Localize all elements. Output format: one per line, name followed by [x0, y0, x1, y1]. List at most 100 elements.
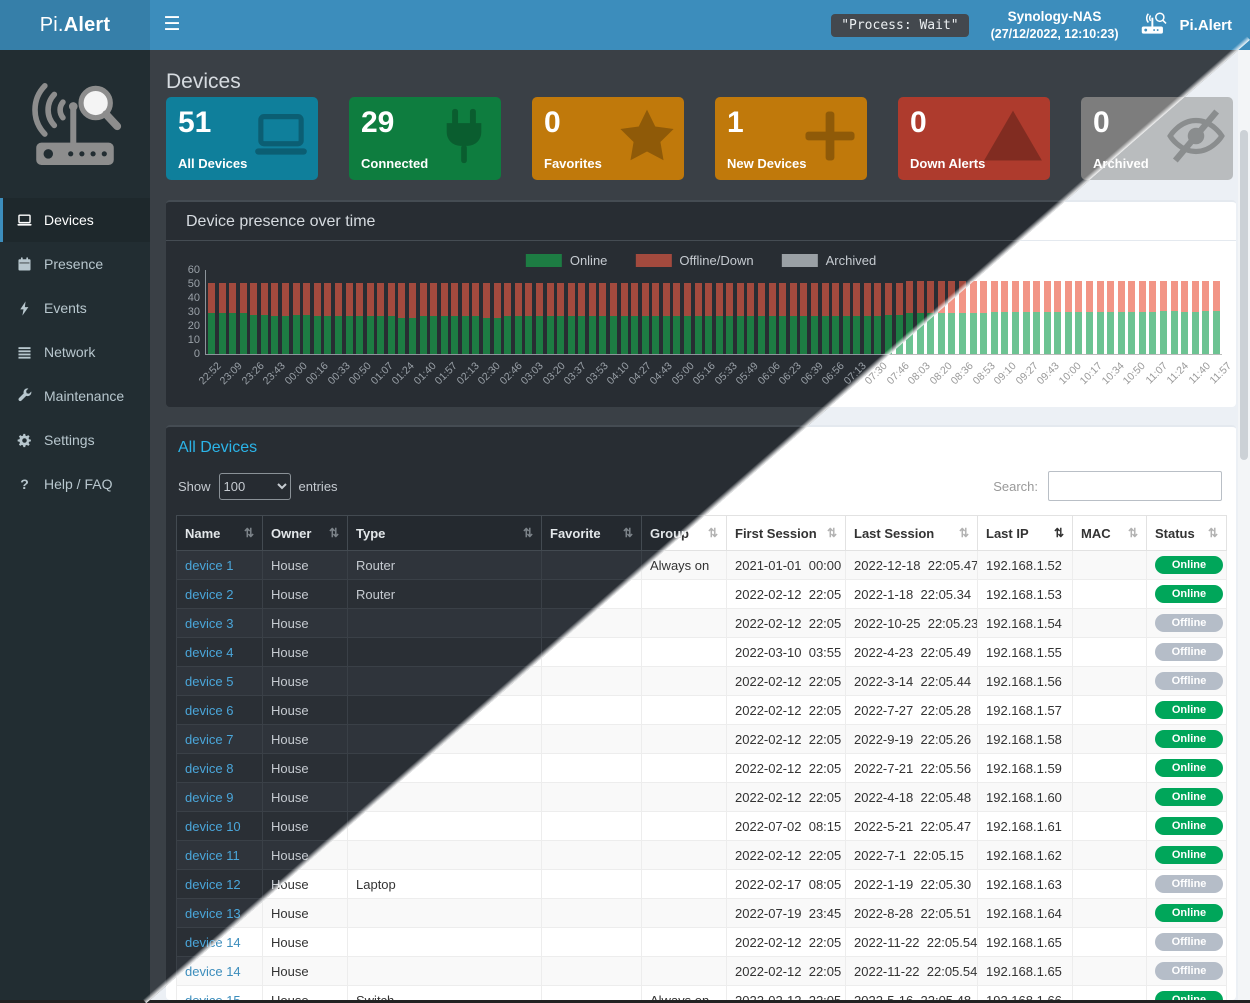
device-link[interactable]: device 9 [185, 789, 234, 805]
cell-last_session: 2022-3-14 22:05.44 [845, 666, 978, 696]
bar-offline-segment [345, 282, 353, 317]
column-label: First Session [735, 525, 817, 541]
column-header-last_ip[interactable]: Last IP ⇅ [977, 515, 1073, 551]
column-header-last_session[interactable]: Last Session ⇅ [845, 515, 978, 551]
device-link[interactable]: device 8 [185, 760, 234, 776]
bar-offline-segment [832, 282, 840, 317]
stacked-bar [768, 282, 776, 354]
column-label: Last Session [854, 525, 935, 541]
sidebar-item-settings[interactable]: Settings [0, 418, 150, 462]
bar-offline-segment [1011, 281, 1019, 312]
column-header-first_session[interactable]: First Session ⇅ [726, 515, 846, 551]
sidebar-item-events[interactable]: Events [0, 286, 150, 330]
cell-owner: House [262, 637, 348, 667]
device-link[interactable]: device 3 [185, 615, 234, 631]
device-link[interactable]: device 1 [185, 557, 234, 573]
bar-online-segment [1033, 312, 1041, 354]
column-header-status[interactable]: Status ⇅ [1146, 515, 1227, 551]
sort-icon: ⇅ [958, 526, 969, 540]
cell-favorite [541, 753, 642, 783]
bar-offline-segment [1085, 281, 1093, 312]
device-link[interactable]: device 7 [185, 731, 234, 747]
stacked-bar [853, 282, 861, 354]
cell-favorite [541, 782, 642, 812]
x-axis-label: 05:16 [690, 360, 718, 388]
calendar-icon [16, 256, 33, 273]
sidebar-item-network[interactable]: Network [0, 330, 150, 374]
card-label: Favorites [544, 156, 602, 171]
column-header-owner[interactable]: Owner ⇅ [262, 515, 348, 551]
bar-online-segment [1181, 312, 1189, 354]
bar-online-segment [250, 314, 258, 354]
search-input[interactable] [1048, 471, 1222, 501]
cell-favorite [541, 695, 642, 725]
bar-offline-segment [430, 282, 438, 317]
column-label: Type [356, 525, 386, 541]
bar-online-segment [810, 316, 818, 354]
bar-online-segment [673, 316, 681, 354]
bar-offline-segment [1128, 281, 1136, 312]
device-link[interactable]: device 14 [185, 963, 241, 979]
bar-online-segment [229, 313, 237, 354]
cell-owner: House [262, 666, 348, 696]
gear-icon [16, 432, 33, 449]
cell-last_session: 2022-5-21 22:05.47 [845, 811, 978, 841]
cell-mac [1072, 927, 1147, 957]
cell-first_session: 2022-07-02 08:15 [726, 811, 846, 841]
sidebar-item-help-faq[interactable]: ? Help / FAQ [0, 462, 150, 506]
device-link[interactable]: device 11 [185, 847, 240, 863]
bolt-icon [16, 300, 33, 317]
bar-online-segment [599, 316, 607, 354]
cell-name: device 9 [176, 782, 263, 812]
column-header-name[interactable]: Name ⇅ [176, 515, 263, 551]
bar-offline-segment [599, 282, 607, 317]
device-link[interactable]: device 13 [185, 905, 241, 921]
device-link[interactable]: device 2 [185, 586, 234, 602]
device-link[interactable]: device 6 [185, 702, 234, 718]
cell-mac [1072, 724, 1147, 754]
bar-online-segment [387, 316, 395, 354]
vertical-scrollbar[interactable] [1238, 50, 1250, 1000]
sidebar-item-maintenance[interactable]: Maintenance [0, 374, 150, 418]
column-header-mac[interactable]: MAC ⇅ [1072, 515, 1147, 551]
bar-online-segment [1001, 312, 1009, 354]
bar-offline-segment [990, 281, 998, 312]
sort-icon: ⇅ [328, 526, 339, 540]
device-link[interactable]: device 5 [185, 673, 234, 689]
column-label: Favorite [550, 525, 601, 541]
bar-offline-segment [916, 281, 924, 314]
cell-last_session: 2022-8-28 22:05.51 [845, 898, 978, 928]
scrollbar-thumb[interactable] [1240, 130, 1248, 460]
sidebar-item-devices[interactable]: Devices [0, 198, 150, 242]
cell-name: device 7 [176, 724, 263, 754]
x-axis-label: 09:27 [1013, 360, 1041, 388]
hamburger-menu-icon[interactable]: ☰ [163, 14, 181, 35]
x-axis-label: 06:06 [755, 360, 783, 388]
bar-offline-segment [1202, 281, 1210, 311]
cell-name: device 5 [176, 666, 263, 696]
x-axis-label: 11:07 [1142, 360, 1170, 387]
column-header-type[interactable]: Type ⇅ [347, 515, 542, 551]
sidebar-item-presence[interactable]: Presence [0, 242, 150, 286]
bar-offline-segment [1212, 281, 1220, 311]
cell-group [641, 840, 727, 870]
stacked-bar [969, 281, 977, 354]
entries-select[interactable]: 100 [218, 472, 291, 500]
stacked-bar [789, 282, 797, 354]
device-link[interactable]: device 15 [185, 992, 241, 1001]
device-link[interactable]: device 10 [185, 818, 241, 834]
device-link[interactable]: device 12 [185, 876, 241, 892]
cell-last_ip: 192.168.1.54 [977, 608, 1073, 638]
device-link[interactable]: device 4 [185, 644, 234, 660]
column-header-favorite[interactable]: Favorite ⇅ [541, 515, 642, 551]
warning-icon [982, 105, 1044, 167]
cell-owner: House [262, 550, 348, 580]
sidebar-item-label: Network [44, 344, 96, 360]
bar-online-segment [514, 316, 522, 354]
